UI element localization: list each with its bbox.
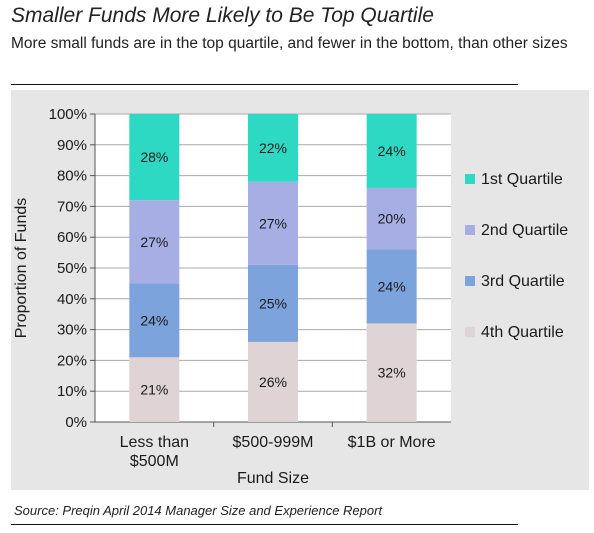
- bar-segment: [248, 264, 298, 342]
- bar-segment: [366, 323, 417, 422]
- chart-title: Smaller Funds More Likely to Be Top Quar…: [11, 4, 434, 27]
- bar-segment: [129, 200, 180, 284]
- data-label: 22%: [259, 140, 287, 156]
- bar-segment: [248, 114, 298, 182]
- y-tick-label: 70%: [57, 198, 87, 215]
- data-label: 24%: [140, 312, 168, 328]
- y-tick-label: 60%: [57, 229, 87, 246]
- legend-swatch: [465, 276, 475, 286]
- bar-segment: [129, 357, 180, 422]
- top-divider: [11, 84, 518, 85]
- y-tick-label: 80%: [57, 168, 87, 185]
- legend-label: 3rd Quartile: [481, 273, 565, 290]
- chart-panel: 0% 10% 20% 30% 40% 50% 60% 70% 80% 90% 100% 21% 24% 2…: [11, 90, 589, 490]
- legend-swatch: [465, 225, 475, 235]
- bar-segment: [248, 181, 298, 265]
- data-label: 21%: [140, 382, 168, 398]
- data-label: 32%: [378, 365, 406, 381]
- x-tick-label: $500-999M: [233, 434, 314, 451]
- x-axis-title: Fund Size: [237, 470, 309, 487]
- data-label: 26%: [259, 374, 287, 390]
- bar-segment: [366, 114, 417, 188]
- legend-swatch: [465, 174, 475, 184]
- data-label: 25%: [259, 295, 287, 311]
- y-tick-label: 20%: [57, 352, 87, 369]
- bar-segment: [129, 114, 180, 201]
- data-label: 27%: [140, 234, 168, 250]
- data-label: 20%: [378, 211, 406, 227]
- y-tick-label: 100%: [49, 106, 87, 123]
- x-tick-label: $1B or More: [348, 434, 436, 451]
- bar-segment: [366, 187, 417, 250]
- legend-label: 1st Quartile: [481, 171, 563, 188]
- bar-segment: [129, 283, 180, 358]
- bar-segment: [366, 249, 417, 324]
- legend-label: 4th Quartile: [481, 324, 564, 341]
- legend-label: 2nd Quartile: [481, 222, 568, 239]
- x-tick-label: Less than: [120, 434, 189, 451]
- data-label: 24%: [378, 278, 406, 294]
- y-tick-label: 50%: [57, 260, 87, 277]
- y-tick-label: 30%: [57, 322, 87, 339]
- source-note: Source: Preqin April 2014 Manager Size a…: [14, 503, 383, 518]
- data-label: 27%: [259, 215, 287, 231]
- y-tick-label: 90%: [57, 137, 87, 154]
- y-tick-label: 10%: [57, 383, 87, 400]
- x-tick-label: $500M: [130, 453, 179, 470]
- legend-swatch: [465, 327, 475, 337]
- y-tick-label: 0%: [65, 414, 87, 431]
- data-label: 24%: [378, 143, 406, 159]
- y-tick-label: 40%: [57, 291, 87, 308]
- bottom-divider: [11, 524, 518, 525]
- stacked-bar-chart: 0% 10% 20% 30% 40% 50% 60% 70% 80% 90% 100% 21% 24% 2…: [13, 106, 568, 487]
- bar-segment: [248, 341, 298, 422]
- y-axis-title: Proportion of Funds: [13, 198, 30, 339]
- chart-subtitle: More small funds are in the top quartile…: [11, 35, 568, 52]
- data-label: 28%: [140, 149, 168, 165]
